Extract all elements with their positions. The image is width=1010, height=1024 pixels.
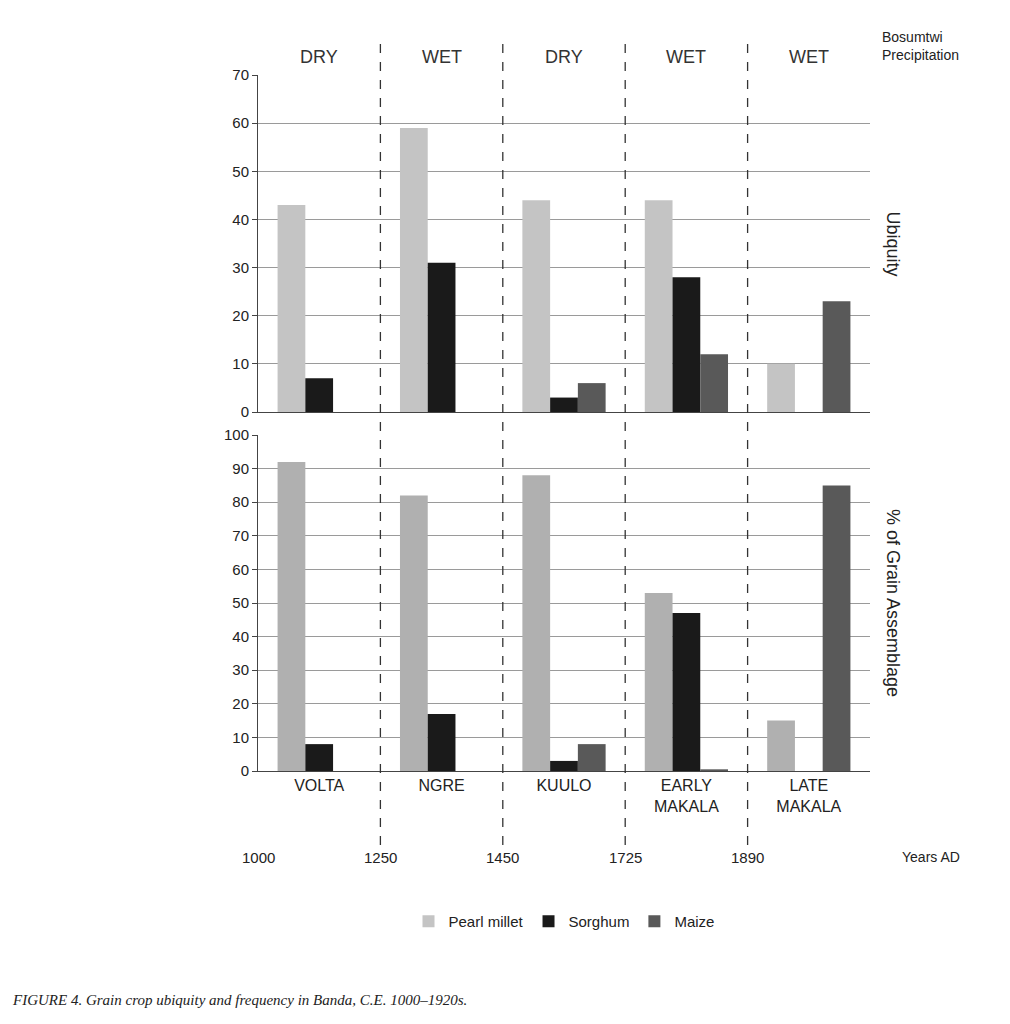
svg-text:50: 50 [232,163,249,180]
svg-text:Maize: Maize [674,913,714,930]
svg-text:DRY: DRY [300,47,338,67]
svg-text:1250: 1250 [364,849,397,866]
svg-text:Sorghum: Sorghum [569,913,630,930]
svg-text:0: 0 [241,403,249,420]
svg-text:NGRE: NGRE [418,777,464,794]
svg-text:70: 70 [232,527,249,544]
svg-text:1450: 1450 [486,849,519,866]
svg-text:20: 20 [232,307,249,324]
svg-text:WET: WET [789,47,829,67]
svg-text:0: 0 [241,762,249,779]
svg-text:FIGURE 4. Grain crop ubiquity: FIGURE 4. Grain crop ubiquity and freque… [12,992,467,1008]
svg-text:KUULO: KUULO [536,777,591,794]
svg-text:WET: WET [666,47,706,67]
svg-text:1890: 1890 [731,849,764,866]
svg-text:80: 80 [232,493,249,510]
svg-text:BosumtwiPrecipitation: BosumtwiPrecipitation [882,29,959,63]
svg-text:60: 60 [232,561,249,578]
svg-text:VOLTA: VOLTA [294,777,344,794]
svg-text:Years AD: Years AD [902,849,960,865]
svg-text:100: 100 [224,426,249,443]
svg-text:EARLYMAKALA: EARLYMAKALA [654,777,719,815]
svg-text:WET: WET [422,47,462,67]
svg-text:60: 60 [232,114,249,131]
svg-text:40: 40 [232,628,249,645]
svg-text:10: 10 [232,355,249,372]
svg-text:10: 10 [232,729,249,746]
svg-text:20: 20 [232,695,249,712]
svg-text:1000: 1000 [242,849,275,866]
svg-text:% of Grain Assemblage: % of Grain Assemblage [883,509,903,697]
svg-text:LATEMAKALA: LATEMAKALA [776,777,841,815]
svg-text:70: 70 [232,66,249,83]
svg-text:30: 30 [232,661,249,678]
svg-text:90: 90 [232,460,249,477]
svg-text:40: 40 [232,211,249,228]
svg-text:Pearl millet: Pearl millet [449,913,524,930]
svg-text:50: 50 [232,594,249,611]
svg-text:30: 30 [232,259,249,276]
svg-text:1725: 1725 [609,849,642,866]
svg-text:Ubiquity: Ubiquity [883,212,903,277]
svg-text:DRY: DRY [545,47,583,67]
